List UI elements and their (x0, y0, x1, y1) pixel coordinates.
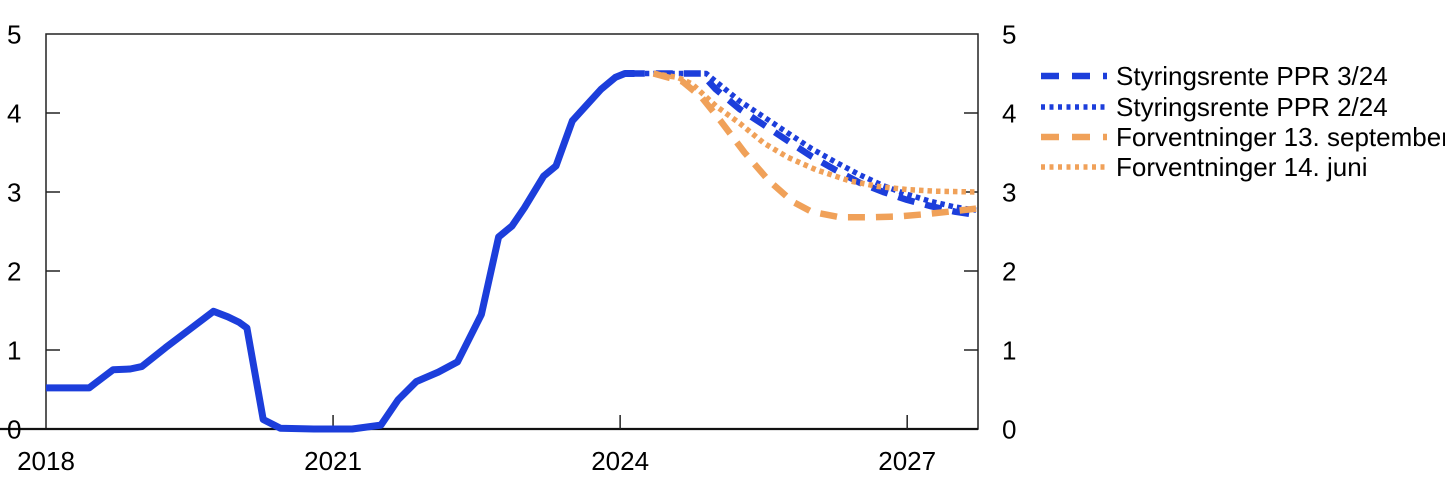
y-tick-label-left-1: 1 (7, 336, 21, 366)
chart-legend: Styringsrente PPR 3/24 Styringsrente PPR… (1040, 61, 1445, 183)
legend-item-forventninger-13-september: Forventninger 13. september (1040, 122, 1445, 152)
y-tick-label-left-4: 4 (7, 99, 21, 129)
series-line-forventninger-13-september (652, 70, 977, 221)
y-tick-label-left-5: 5 (7, 20, 21, 50)
legend-swatch-dashed-blue (1041, 72, 1107, 80)
x-tick-label-2018: 2018 (17, 446, 75, 476)
legend-label: Styringsrente PPR 3/24 (1116, 61, 1388, 92)
y-tick-label-left-0: 0 (7, 415, 21, 445)
legend-label: Forventninger 13. september (1116, 121, 1445, 152)
legend-swatch-dotted-orange (1041, 164, 1107, 171)
y-tick-label-right-2: 2 (1002, 257, 1016, 287)
legend-label: Styringsrente PPR 2/24 (1116, 91, 1388, 122)
series-line-styringsrente (46, 70, 635, 433)
legend-item-styringsrente-ppr-2-24: Styringsrente PPR 2/24 (1040, 91, 1445, 121)
x-tick-label-2027: 2027 (878, 446, 936, 476)
series-line-styringsrente-ppr-3-24 (627, 70, 977, 219)
y-tick-label-left-2: 2 (7, 257, 21, 287)
plot-border (45, 33, 979, 430)
y-tick-label-right-1: 1 (1002, 336, 1016, 366)
y-tick-label-right-5: 5 (1002, 20, 1016, 50)
x-tick-label-2024: 2024 (591, 446, 649, 476)
legend-item-styringsrente-ppr-3-24: Styringsrente PPR 3/24 (1040, 61, 1445, 91)
y-tick-label-right-0: 0 (1002, 415, 1016, 445)
series-line-styringsrente-ppr-2-24 (627, 70, 977, 213)
legend-item-forventninger-14-juni: Forventninger 14. juni (1040, 152, 1445, 182)
legend-label: Forventninger 14. juni (1116, 152, 1368, 183)
legend-swatch-dotted-blue (1041, 103, 1107, 110)
legend-swatch-dashed-orange (1041, 133, 1107, 141)
y-tick-label-right-4: 4 (1002, 99, 1016, 129)
x-tick-label-2021: 2021 (304, 446, 362, 476)
y-tick-label-left-3: 3 (7, 178, 21, 208)
y-tick-label-right-3: 3 (1002, 178, 1016, 208)
series-line-forventninger-14-juni (653, 70, 977, 195)
